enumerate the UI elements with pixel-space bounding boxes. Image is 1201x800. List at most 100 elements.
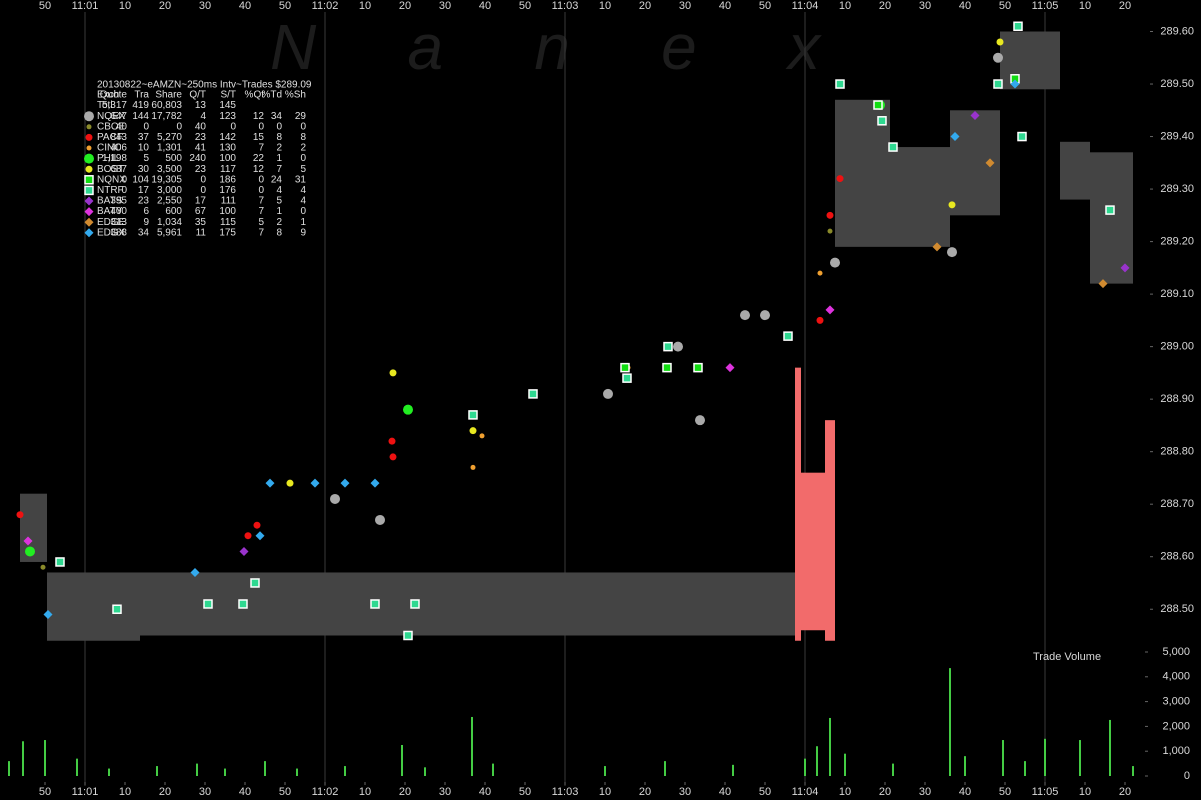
trade-square [888, 142, 898, 152]
legend-header: %Qt [245, 90, 265, 101]
trade-dot [947, 247, 957, 258]
legend-cell: 3,000 [157, 185, 182, 196]
legend-swatch [84, 207, 94, 217]
y-tick-label: 289.10 [1160, 288, 1194, 300]
trade-dot [673, 341, 683, 352]
legend-series-name: PACF [97, 132, 123, 143]
x-tick-label-bottom: 30 [199, 786, 211, 798]
trades [16, 21, 1130, 641]
trade-dot [827, 228, 833, 234]
x-tick-label-top: 30 [199, 0, 211, 12]
legend-cell: 0 [121, 185, 127, 196]
volume-label: Trade Volume [1033, 651, 1101, 663]
legend-cell: 7 [258, 227, 264, 238]
trade-diamond [310, 478, 320, 488]
legend-cell: 186 [219, 174, 236, 185]
legend-swatch [84, 185, 94, 196]
trade-dot [469, 427, 477, 435]
legend-header: %Sh [285, 90, 306, 101]
quote-band [795, 367, 801, 641]
x-tick-label-top: 20 [399, 0, 411, 12]
quote-band [1090, 152, 1133, 284]
volume-bar [1024, 761, 1026, 776]
quote-band [1060, 141, 1090, 200]
x-tick-label-bottom: 20 [1119, 786, 1131, 798]
legend-series-name: BATY [97, 206, 123, 217]
x-tick-label-top: 10 [359, 0, 371, 12]
trade-square [370, 599, 380, 609]
volume-bar [492, 763, 494, 776]
quote-band [140, 572, 795, 636]
legend-cell: 40 [195, 121, 207, 132]
legend-cell: 6 [143, 206, 149, 217]
x-tick-label-bottom: 40 [719, 786, 731, 798]
trade-square [1013, 21, 1023, 32]
x-tick-label-bottom: 50 [39, 786, 51, 798]
legend-cell: 8 [276, 132, 282, 143]
legend-swatch [84, 175, 94, 185]
volume-bar [816, 746, 818, 776]
x-tick-label-top: 11:03 [552, 0, 579, 12]
legend-cell: 687 [110, 164, 127, 175]
trade-diamond [725, 363, 735, 373]
quote-band [890, 147, 950, 247]
legend-header: %Td [261, 90, 282, 101]
legend-cell: 175 [219, 227, 236, 238]
volume-bar [804, 758, 806, 776]
x-tick-label-bottom: 10 [599, 786, 611, 798]
legend-cell: 0 [300, 206, 306, 217]
volume-bar [892, 763, 894, 776]
legend-cell: 1 [300, 217, 306, 228]
trade-dot [993, 52, 1003, 63]
legend-series-name: BATS [97, 196, 123, 207]
legend-cell: 17 [195, 196, 207, 207]
y-tick-label: 288.50 [1160, 603, 1194, 615]
legend-cell: 30 [138, 164, 150, 175]
legend-cell: 60,803 [151, 100, 182, 111]
volume-bar [22, 741, 24, 776]
volume-bar [344, 766, 346, 776]
quote-band [825, 420, 835, 641]
legend-cell: 104 [132, 174, 149, 185]
legend-cell: 23 [195, 132, 207, 143]
trade-square [993, 79, 1003, 89]
trade-dot [330, 493, 340, 504]
x-tick-label-bottom: 50 [519, 786, 531, 798]
legend-cell: 395 [110, 196, 127, 207]
volume-bar [664, 761, 666, 776]
legend-cell: 67 [195, 206, 207, 217]
trade-diamond [265, 478, 275, 488]
legend-cell: 0 [200, 185, 206, 196]
legend-cell: 19,305 [151, 174, 182, 185]
legend-cell: 500 [165, 153, 182, 164]
volume-bar [156, 766, 158, 776]
legend-series-name: EDGE [97, 217, 126, 228]
x-tick-label-top: 40 [239, 0, 251, 12]
y-tick-label: 289.20 [1160, 235, 1194, 247]
trade-dot [25, 546, 35, 557]
legend-cell: 22 [253, 153, 265, 164]
legend-cell: 117 [220, 164, 236, 175]
legend-cell: 31 [295, 174, 307, 185]
x-tick-label-bottom: 11:03 [552, 786, 579, 798]
trade-dot [388, 437, 396, 445]
legend-cell: 34 [271, 111, 283, 122]
x-tick-label-top: 10 [599, 0, 611, 12]
x-tick-label-bottom: 20 [399, 786, 411, 798]
legend-cell: 23 [138, 196, 150, 207]
trade-dot [286, 479, 294, 487]
trade-dot [948, 201, 956, 209]
x-tick-label-bottom: 11:01 [72, 786, 99, 798]
legend-cell: 1,198 [102, 153, 127, 164]
x-tick-label-top: 30 [439, 0, 451, 12]
x-tick-label-top: 11:05 [1032, 0, 1059, 12]
trade-diamond [1098, 279, 1108, 289]
legend-swatch [85, 165, 93, 173]
legend-series-name: BOST [97, 164, 124, 175]
legend-cell: 1,301 [157, 143, 182, 154]
x-tick-label-bottom: 11:04 [792, 786, 819, 798]
volume-bar [44, 740, 46, 776]
volume-tick-label: 4,000 [1162, 671, 1190, 683]
legend-swatch [86, 124, 92, 130]
y-tick-label: 288.90 [1160, 393, 1194, 405]
